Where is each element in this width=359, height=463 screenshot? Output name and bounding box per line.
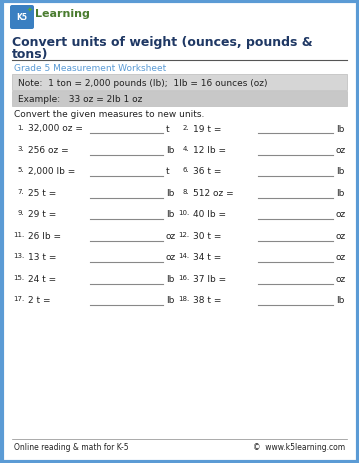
Text: K5: K5	[17, 13, 28, 22]
Text: lb: lb	[336, 296, 344, 305]
Text: 2,000 lb =: 2,000 lb =	[28, 167, 75, 176]
Text: 12.: 12.	[178, 232, 189, 238]
Text: 5.: 5.	[17, 167, 24, 173]
Text: 9.: 9.	[17, 210, 24, 216]
Text: 13.: 13.	[13, 253, 24, 259]
Text: Convert the given measures to new units.: Convert the given measures to new units.	[14, 110, 204, 119]
FancyBboxPatch shape	[10, 6, 34, 30]
Text: 26 lb =: 26 lb =	[28, 232, 61, 240]
Text: lb: lb	[166, 296, 174, 305]
Text: 4.: 4.	[182, 146, 189, 152]
Text: lb: lb	[336, 167, 344, 176]
Text: 15.: 15.	[13, 275, 24, 281]
Text: 2.: 2.	[182, 124, 189, 130]
Text: 14.: 14.	[178, 253, 189, 259]
Text: 40 lb =: 40 lb =	[193, 210, 226, 219]
Text: 30 t =: 30 t =	[193, 232, 222, 240]
Text: oz: oz	[336, 146, 346, 155]
Text: 10.: 10.	[178, 210, 189, 216]
Text: 6.: 6.	[182, 167, 189, 173]
Text: 32,000 oz =: 32,000 oz =	[28, 124, 83, 133]
Text: 37 lb =: 37 lb =	[193, 275, 226, 283]
Text: 256 oz =: 256 oz =	[28, 146, 69, 155]
Text: tons): tons)	[12, 48, 48, 61]
Text: lb: lb	[166, 275, 174, 283]
Text: lb: lb	[166, 146, 174, 155]
Text: Example:   33 oz = 2lb 1 oz: Example: 33 oz = 2lb 1 oz	[18, 95, 143, 104]
Text: lb: lb	[336, 188, 344, 198]
Text: 512 oz =: 512 oz =	[193, 188, 234, 198]
Text: 1.: 1.	[17, 124, 24, 130]
Text: 8.: 8.	[182, 188, 189, 194]
Text: 18.: 18.	[178, 296, 189, 302]
FancyBboxPatch shape	[12, 75, 347, 91]
Text: oz: oz	[166, 232, 176, 240]
Text: 29 t =: 29 t =	[28, 210, 56, 219]
FancyBboxPatch shape	[12, 92, 347, 107]
Text: Online reading & math for K-5: Online reading & math for K-5	[14, 442, 129, 451]
Text: 12 lb =: 12 lb =	[193, 146, 226, 155]
Text: 2 t =: 2 t =	[28, 296, 51, 305]
Text: 16.: 16.	[178, 275, 189, 281]
Text: 13 t =: 13 t =	[28, 253, 56, 262]
Text: lb: lb	[166, 188, 174, 198]
Text: 19 t =: 19 t =	[193, 124, 222, 133]
Text: Convert units of weight (ounces, pounds &: Convert units of weight (ounces, pounds …	[12, 36, 313, 49]
Text: t: t	[166, 167, 169, 176]
Text: Grade 5 Measurement Worksheet: Grade 5 Measurement Worksheet	[14, 64, 166, 73]
Text: lb: lb	[336, 124, 344, 133]
Text: ©  www.k5learning.com: © www.k5learning.com	[253, 442, 345, 451]
Text: oz: oz	[336, 275, 346, 283]
Text: lb: lb	[166, 210, 174, 219]
Text: Note:  1 ton = 2,000 pounds (lb);  1lb = 16 ounces (oz): Note: 1 ton = 2,000 pounds (lb); 1lb = 1…	[18, 78, 267, 88]
Text: 38 t =: 38 t =	[193, 296, 222, 305]
Text: 34 t =: 34 t =	[193, 253, 221, 262]
Text: 24 t =: 24 t =	[28, 275, 56, 283]
Text: t: t	[166, 124, 169, 133]
Text: oz: oz	[166, 253, 176, 262]
Text: 3.: 3.	[17, 146, 24, 152]
Text: oz: oz	[336, 210, 346, 219]
Text: 11.: 11.	[13, 232, 24, 238]
Text: ✦: ✦	[27, 7, 33, 13]
Text: 36 t =: 36 t =	[193, 167, 222, 176]
Text: 25 t =: 25 t =	[28, 188, 56, 198]
Text: 7.: 7.	[17, 188, 24, 194]
Text: oz: oz	[336, 253, 346, 262]
Text: Learning: Learning	[35, 9, 90, 19]
Text: 17.: 17.	[13, 296, 24, 302]
Text: oz: oz	[336, 232, 346, 240]
